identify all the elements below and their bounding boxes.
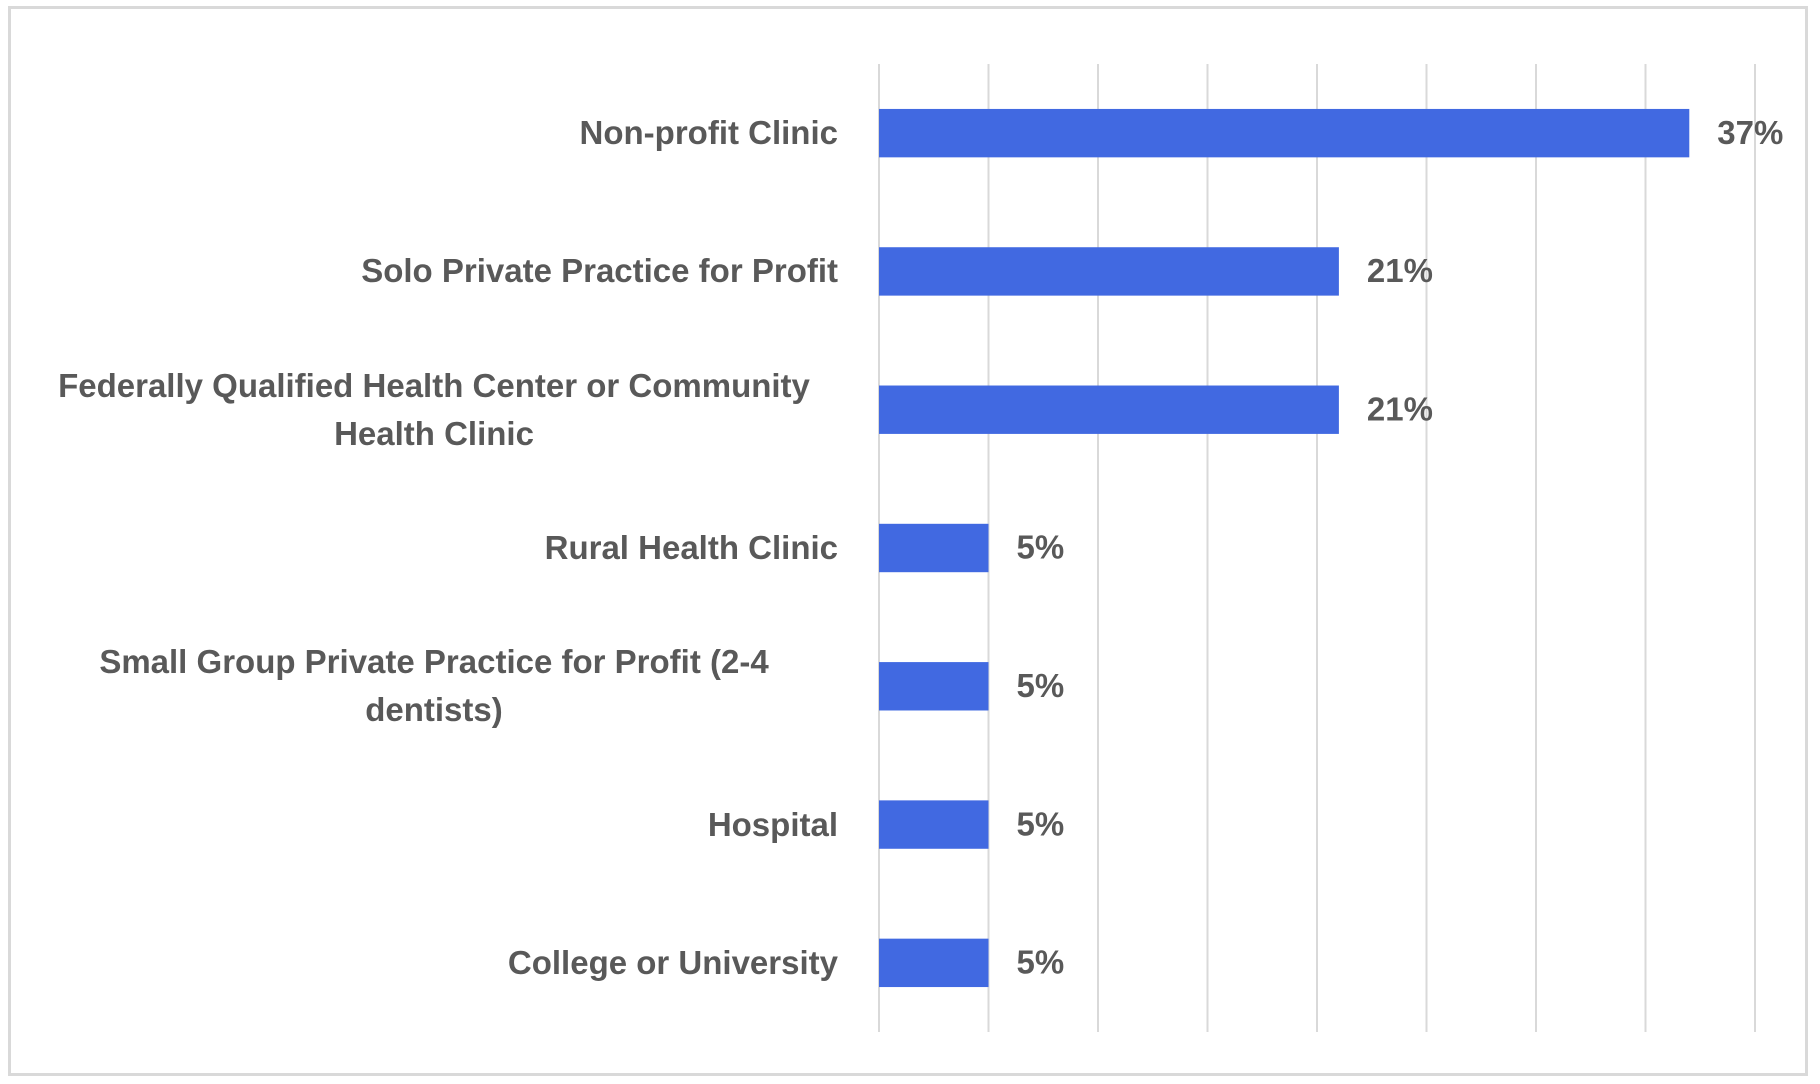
category-label-box: Non-profit Clinic [30, 109, 838, 157]
value-label: 5% [1017, 667, 1065, 704]
category-label-box: Small Group Private Practice for Profit … [30, 638, 838, 734]
category-label: Rural Health Clinic [544, 529, 838, 567]
value-label: 5% [1017, 805, 1065, 842]
bar [879, 800, 989, 849]
value-label: 21% [1367, 252, 1433, 289]
bar [879, 523, 989, 573]
category-label: Small Group Private Practice for Profit … [99, 643, 769, 729]
category-label: Federally Qualified Health Center or Com… [58, 366, 810, 452]
bar [879, 108, 1690, 158]
category-label-box: Solo Private Practice for Profit [30, 248, 838, 296]
value-label: 21% [1367, 390, 1433, 427]
category-label-box: College or University [30, 939, 838, 987]
category-label-box: Federally Qualified Health Center or Com… [30, 362, 838, 458]
bar [879, 385, 1339, 434]
category-label-box: Hospital [30, 801, 838, 849]
bar [879, 247, 1339, 296]
category-label: College or University [507, 943, 838, 981]
category-label: Non-profit Clinic [579, 114, 838, 152]
category-label: Hospital [707, 805, 838, 843]
value-label: 37% [1717, 114, 1783, 151]
bar [879, 662, 989, 711]
chart-frame [8, 6, 1808, 1076]
category-label-box: Rural Health Clinic [30, 524, 838, 572]
value-label: 5% [1017, 529, 1065, 566]
value-label: 5% [1017, 944, 1065, 981]
bar [879, 938, 989, 988]
category-label: Solo Private Practice for Profit [361, 252, 838, 290]
